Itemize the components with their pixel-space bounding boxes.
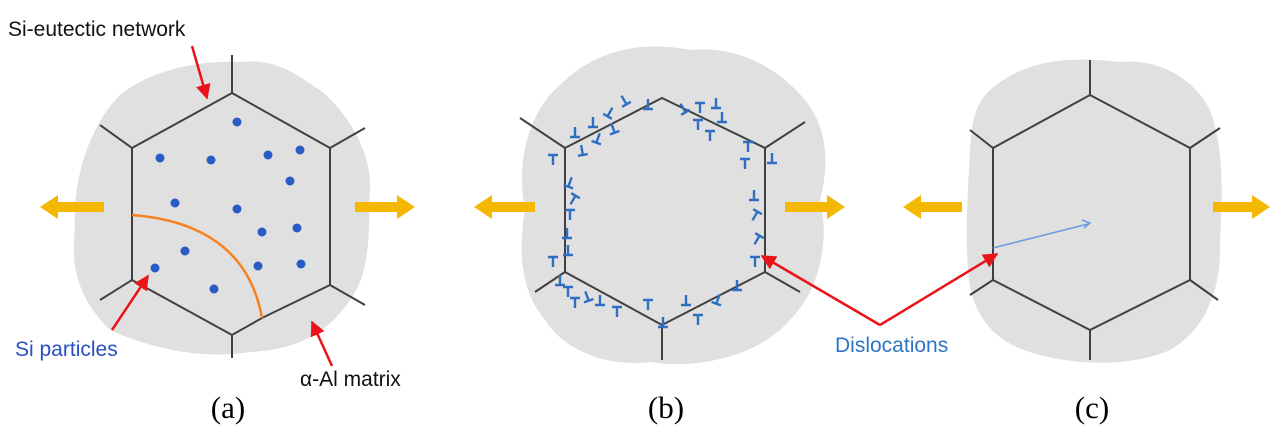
label: Si particles: [15, 338, 118, 361]
panel-label: (a): [211, 390, 245, 425]
label: Si-eutectic network: [8, 18, 186, 41]
matrix-blob: [74, 61, 370, 354]
matrix-blob: [522, 46, 826, 364]
panel-label: (c): [1075, 390, 1109, 425]
diagram: Si-eutectic network Si particles α-Al ma…: [0, 0, 1274, 426]
label: Dislocations: [835, 334, 948, 357]
panel-label: (b): [648, 390, 684, 425]
matrix-blob: [967, 60, 1222, 363]
label: α-Al matrix: [300, 368, 401, 391]
